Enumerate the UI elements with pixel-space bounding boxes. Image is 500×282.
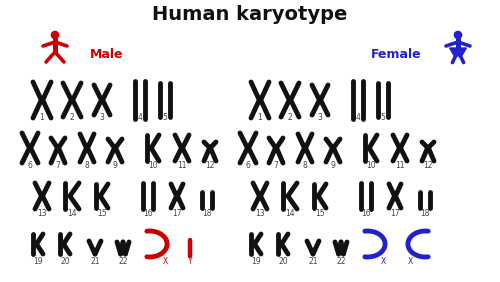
Text: 18: 18 bbox=[420, 210, 430, 219]
Text: 16: 16 bbox=[143, 210, 153, 219]
Text: Y: Y bbox=[188, 257, 192, 266]
Text: 19: 19 bbox=[251, 257, 261, 266]
Text: 4: 4 bbox=[356, 113, 360, 122]
Text: 3: 3 bbox=[318, 113, 322, 122]
Text: Female: Female bbox=[372, 49, 422, 61]
Text: 6: 6 bbox=[246, 162, 250, 171]
Text: 1: 1 bbox=[40, 113, 44, 122]
Text: 21: 21 bbox=[308, 257, 318, 266]
Text: 5: 5 bbox=[380, 113, 386, 122]
Text: 8: 8 bbox=[302, 162, 308, 171]
Text: Human karyotype: Human karyotype bbox=[152, 5, 348, 23]
Text: 20: 20 bbox=[60, 257, 70, 266]
Text: 14: 14 bbox=[67, 210, 77, 219]
Text: 9: 9 bbox=[330, 162, 336, 171]
Text: 10: 10 bbox=[148, 162, 158, 171]
Text: 20: 20 bbox=[278, 257, 288, 266]
Text: X: X bbox=[408, 257, 412, 266]
Text: 4: 4 bbox=[138, 113, 142, 122]
Text: 22: 22 bbox=[336, 257, 346, 266]
Circle shape bbox=[52, 31, 59, 39]
Text: 22: 22 bbox=[118, 257, 128, 266]
Text: 6: 6 bbox=[28, 162, 32, 171]
Text: 17: 17 bbox=[172, 210, 182, 219]
Text: 9: 9 bbox=[112, 162, 117, 171]
Text: Male: Male bbox=[90, 49, 124, 61]
Circle shape bbox=[454, 31, 462, 39]
Text: 1: 1 bbox=[258, 113, 262, 122]
Text: 8: 8 bbox=[84, 162, 89, 171]
Text: 15: 15 bbox=[315, 210, 325, 219]
Text: 16: 16 bbox=[361, 210, 371, 219]
Text: 2: 2 bbox=[70, 113, 74, 122]
Text: 10: 10 bbox=[366, 162, 376, 171]
Text: 12: 12 bbox=[423, 162, 433, 171]
Polygon shape bbox=[450, 48, 466, 56]
Text: 11: 11 bbox=[395, 162, 405, 171]
Text: 11: 11 bbox=[177, 162, 187, 171]
Text: 18: 18 bbox=[202, 210, 212, 219]
Text: 17: 17 bbox=[390, 210, 400, 219]
Text: 12: 12 bbox=[206, 162, 215, 171]
Text: 7: 7 bbox=[274, 162, 278, 171]
Text: 21: 21 bbox=[90, 257, 100, 266]
Text: 2: 2 bbox=[288, 113, 292, 122]
Text: X: X bbox=[162, 257, 168, 266]
Text: 14: 14 bbox=[285, 210, 295, 219]
Text: 13: 13 bbox=[37, 210, 47, 219]
Text: 5: 5 bbox=[162, 113, 168, 122]
Text: 7: 7 bbox=[56, 162, 60, 171]
Text: X: X bbox=[380, 257, 386, 266]
Text: 15: 15 bbox=[97, 210, 107, 219]
Text: 19: 19 bbox=[33, 257, 43, 266]
Text: 3: 3 bbox=[100, 113, 104, 122]
Text: 13: 13 bbox=[255, 210, 265, 219]
